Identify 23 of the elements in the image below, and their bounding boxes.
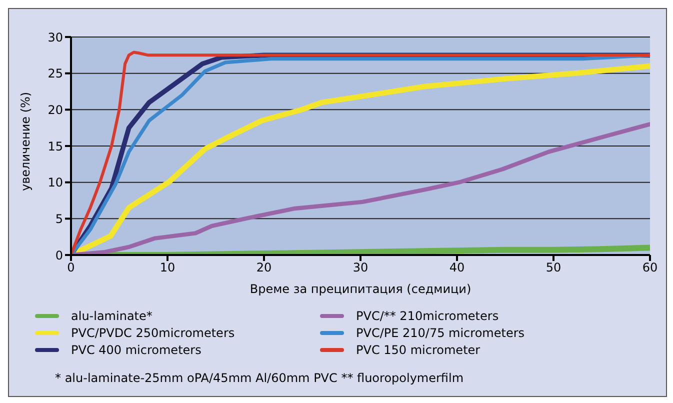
y-tick-label: 25 [48, 66, 63, 81]
legend-label: PVC/PE 210/75 micrometers [356, 326, 525, 340]
text: * alu-laminate-25mm oPA/45mm Al/60mm PVC ** fluoropolymerfilm [55, 371, 464, 385]
legend-label: PVC 150 micrometer [356, 342, 480, 356]
y-tick-label: 5 [55, 212, 63, 226]
legend-label: PVC/PVDC 250micrometers [71, 326, 235, 340]
y-tick-label: 30 [48, 30, 63, 44]
x-tick-label: 30 [352, 260, 368, 275]
y-tick-label: 20 [48, 102, 63, 117]
y-tick-label: 10 [48, 176, 63, 190]
x-tick-label: 10 [160, 260, 176, 275]
legend-label: PVC 400 micrometers [71, 342, 202, 356]
x-axis-title: Време за преципитация (седмици) [250, 282, 472, 296]
x-tick-label: 50 [546, 260, 562, 275]
legend-label: alu-laminate* [71, 308, 152, 322]
y-axis-title: увеличение (%) [18, 92, 32, 191]
x-tick-label: 20 [256, 260, 272, 275]
y-tick-label: 15 [48, 139, 63, 154]
x-tick-label: 60 [642, 260, 658, 275]
x-tick-label: 40 [449, 260, 465, 275]
y-tick-label: 0 [55, 248, 63, 262]
x-tick-label: 0 [67, 260, 75, 275]
legend-label: PVC/** 210micrometers [356, 308, 499, 322]
